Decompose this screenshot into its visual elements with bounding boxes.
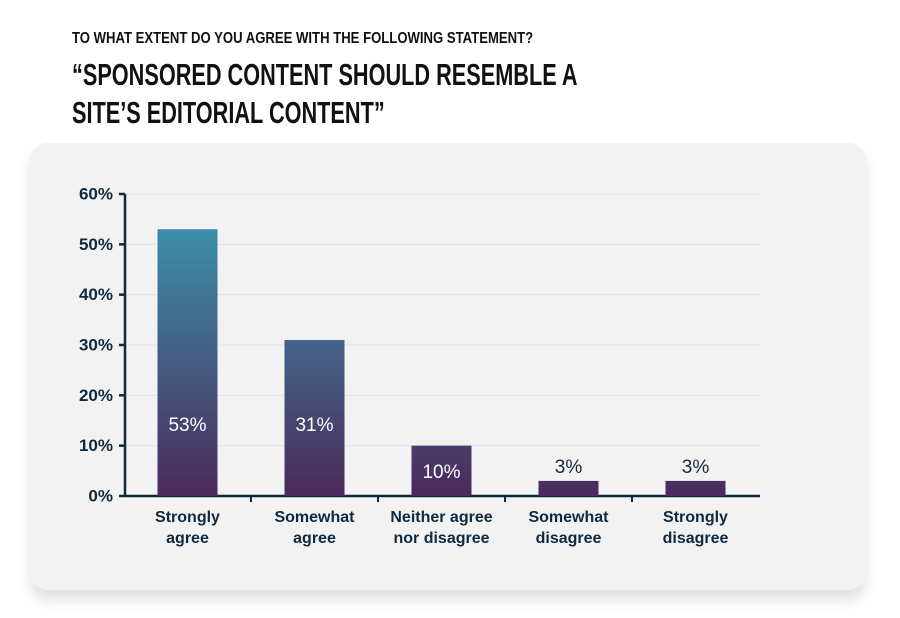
chart-title: TO WHAT EXTENT DO YOU AGREE WITH THE FOL… — [72, 30, 534, 47]
bar — [284, 339, 345, 496]
x-tick-label: Somewhat agree — [274, 509, 355, 547]
y-tick-label: 50% — [79, 235, 113, 254]
y-tick-label: 20% — [79, 386, 113, 405]
bar — [665, 480, 726, 496]
bar — [411, 445, 472, 496]
value-label: 3% — [682, 457, 710, 478]
x-tick-label: Strongly agree — [155, 509, 220, 547]
bar — [538, 480, 599, 496]
value-label: 10% — [422, 462, 460, 483]
y-tick-label: 0% — [88, 486, 113, 505]
x-tick-label: Strongly disagree — [663, 509, 729, 547]
y-tick-label: 10% — [79, 436, 113, 455]
value-label: 31% — [295, 415, 333, 436]
x-tick-label: Neither agree nor disagree — [390, 509, 492, 547]
y-tick-label: 30% — [79, 335, 113, 354]
value-label: 53% — [168, 415, 206, 436]
x-tick-label: Somewhat disagree — [528, 509, 609, 547]
chart-subtitle: “SPONSORED CONTENT SHOULD RESEMBLE A SIT… — [72, 57, 577, 130]
y-tick-label: 60% — [79, 184, 113, 203]
value-label: 3% — [555, 457, 583, 478]
bar — [157, 229, 218, 496]
y-tick-label: 40% — [79, 285, 113, 304]
